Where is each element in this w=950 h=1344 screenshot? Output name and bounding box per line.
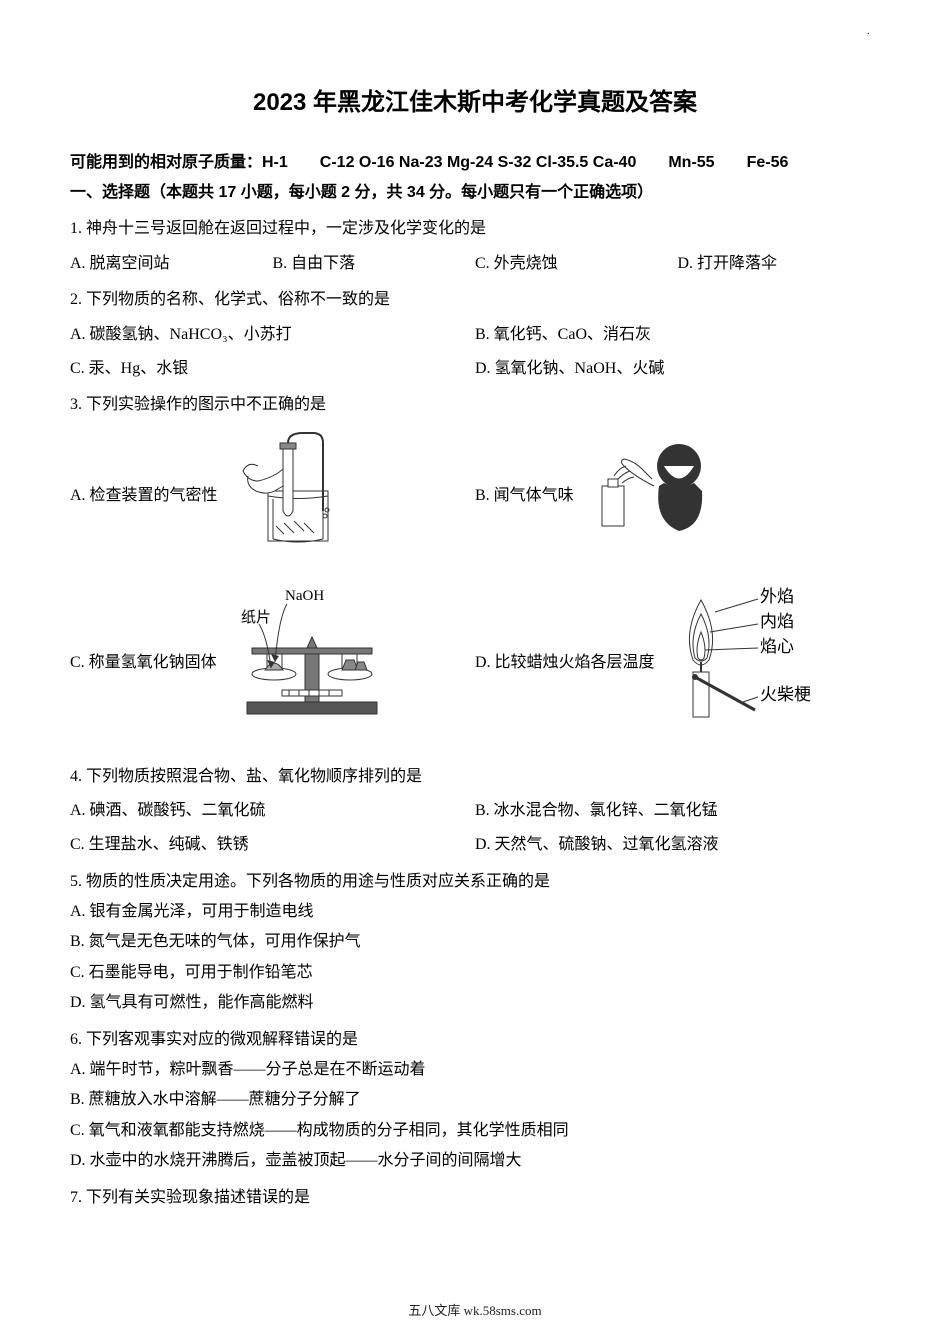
q2-option-b: B. 氧化钙、CaO、消石灰 xyxy=(475,320,880,350)
q2-stem: 2. 下列物质的名称、化学式、俗称不一致的是 xyxy=(70,285,880,315)
q1-option-d: D. 打开降落伞 xyxy=(678,249,881,279)
q6-stem: 6. 下列客观事实对应的微观解释错误的是 xyxy=(70,1025,880,1055)
q4-stem: 4. 下列物质按照混合物、盐、氧化物顺序排列的是 xyxy=(70,762,880,792)
label-flame-core: 焰心 xyxy=(760,637,794,656)
q4-option-d: D. 天然气、硫酸钠、过氧化氢溶液 xyxy=(475,830,880,860)
q3-row-cd: C. 称量氢氧化钠固体 xyxy=(70,582,880,743)
q5-option-d: D. 氢气具有可燃性，能作高能燃料 xyxy=(70,988,880,1018)
q5-option-c: C. 石墨能导电，可用于制作铅笔芯 xyxy=(70,958,880,988)
q2-option-c: C. 汞、Hg、水银 xyxy=(70,354,475,384)
q1-options: A. 脱离空间站 B. 自由下落 C. 外壳烧蚀 D. 打开降落伞 xyxy=(70,249,880,279)
q5-stem: 5. 物质的性质决定用途。下列各物质的用途与性质对应关系正确的是 xyxy=(70,867,880,897)
q1-option-c: C. 外壳烧蚀 xyxy=(475,249,678,279)
q2-option-a: A. 碳酸氢钠、NaHCO₃、小苏打 xyxy=(70,320,475,350)
q4-options-row1: A. 碘酒、碳酸钙、二氧化硫 B. 冰水混合物、氯化锌、二氧化锰 xyxy=(70,796,880,826)
page-footer: 五八文库 wk.58sms.com xyxy=(0,1299,950,1324)
q2-options-row1: A. 碳酸氢钠、NaHCO₃、小苏打 B. 氧化钙、CaO、消石灰 xyxy=(70,320,880,350)
q6-option-c: C. 氧气和液氧都能支持燃烧——构成物质的分子相同，其化学性质相同 xyxy=(70,1116,880,1146)
q3-figure-a-airtightness xyxy=(228,431,358,562)
q5-option-a: A. 银有金属光泽，可用于制造电线 xyxy=(70,897,880,927)
q3-option-c: C. 称量氢氧化钠固体 xyxy=(70,648,217,678)
label-match: 火柴梗 xyxy=(760,685,811,704)
q1-option-b: B. 自由下落 xyxy=(273,249,476,279)
q7-stem: 7. 下列有关实验现象描述错误的是 xyxy=(70,1183,880,1213)
q3-option-b: B. 闻气体气味 xyxy=(475,481,574,511)
q3-option-a-wrap: A. 检查装置的气密性 xyxy=(70,431,475,562)
q3-stem: 3. 下列实验操作的图示中不正确的是 xyxy=(70,390,880,420)
q3-option-c-wrap: C. 称量氢氧化钠固体 xyxy=(70,582,475,743)
q3-option-d-wrap: D. 比较蜡烛火焰各层温度 外焰 内焰 焰心 xyxy=(475,582,880,743)
q3-option-d: D. 比较蜡烛火焰各层温度 xyxy=(475,648,655,678)
q6-option-d: D. 水壶中的水烧开沸腾后，壶盖被顶起——水分子间的间隔增大 xyxy=(70,1146,880,1176)
page-mark: · xyxy=(867,25,870,44)
q4-option-a: A. 碘酒、碳酸钙、二氧化硫 xyxy=(70,796,475,826)
q4-option-b: B. 冰水混合物、氯化锌、二氧化锰 xyxy=(475,796,880,826)
q2-options-row2: C. 汞、Hg、水银 D. 氢氧化钠、NaOH、火碱 xyxy=(70,354,880,384)
q4-option-c: C. 生理盐水、纯碱、铁锈 xyxy=(70,830,475,860)
q3-figure-d-flame: 外焰 内焰 焰心 火柴梗 xyxy=(665,582,835,743)
q3-row-ab: A. 检查装置的气密性 xyxy=(70,431,880,562)
q6-option-b: B. 蔗糖放入水中溶解——蔗糖分子分解了 xyxy=(70,1085,880,1115)
label-inner-flame: 内焰 xyxy=(760,612,794,631)
q4-options-row2: C. 生理盐水、纯碱、铁锈 D. 天然气、硫酸钠、过氧化氢溶液 xyxy=(70,830,880,860)
q5-option-b: B. 氮气是无色无味的气体，可用作保护气 xyxy=(70,927,880,957)
q3-option-b-wrap: B. 闻气体气味 xyxy=(475,431,880,562)
label-outer-flame: 外焰 xyxy=(760,587,794,606)
label-naoh: NaOH xyxy=(285,588,324,604)
section-heading: 一、选择题（本题共 17 小题，每小题 2 分，共 34 分。每小题只有一个正确… xyxy=(70,178,880,208)
atomic-mass-line: 可能用到的相对原子质量：H-1 C-12 O-16 Na-23 Mg-24 S-… xyxy=(70,148,880,178)
label-paper: 纸片 xyxy=(241,609,271,626)
page-title: 2023 年黑龙江佳木斯中考化学真题及答案 xyxy=(70,80,880,126)
q3-figure-b-smell xyxy=(584,431,734,562)
q2-option-d: D. 氢氧化钠、NaOH、火碱 xyxy=(475,354,880,384)
q1-option-a: A. 脱离空间站 xyxy=(70,249,273,279)
q1-stem: 1. 神舟十三号返回舱在返回过程中，一定涉及化学变化的是 xyxy=(70,214,880,244)
q6-option-a: A. 端午时节，粽叶飘香——分子总是在不断运动着 xyxy=(70,1055,880,1085)
q3-figure-c-balance: NaOH 纸片 xyxy=(227,582,397,743)
q3-option-a: A. 检查装置的气密性 xyxy=(70,481,218,511)
